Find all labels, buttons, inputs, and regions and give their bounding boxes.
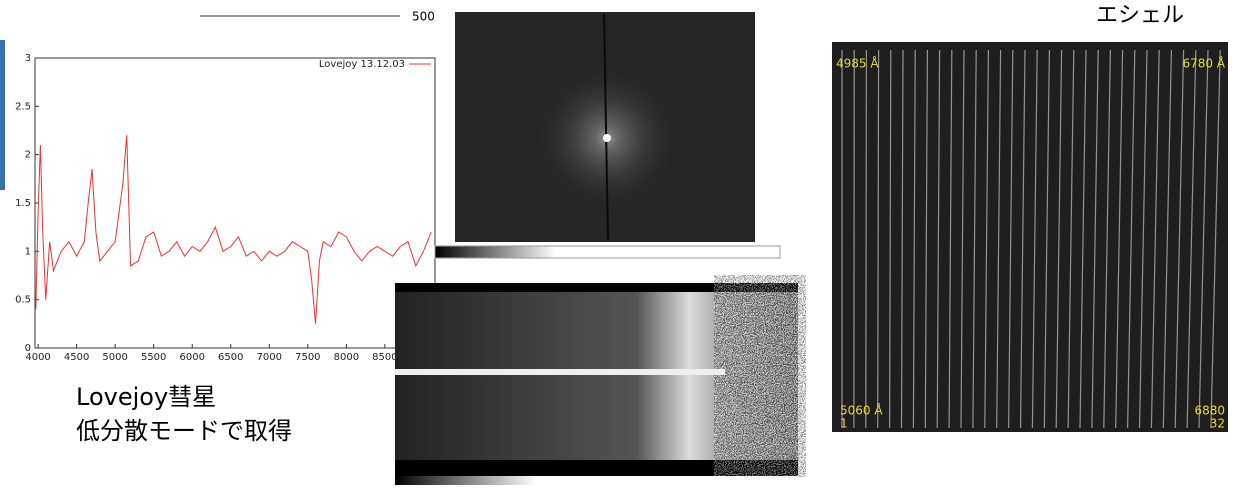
y-tick-label: 2 — [25, 150, 31, 161]
caption: 低分散モードで取得 — [76, 417, 292, 445]
x-tick-label: 5000 — [102, 352, 127, 363]
nucleus — [603, 134, 611, 142]
plot-frame — [35, 58, 435, 348]
corner-label: 4985 Å — [836, 56, 879, 71]
corner-label: 5060 Å — [840, 403, 883, 418]
accent-bar — [0, 40, 5, 190]
y-tick-label: 0.5 — [15, 295, 31, 306]
x-tick-label: 6500 — [218, 352, 243, 363]
echelle-image — [832, 42, 1228, 432]
y-tick-label: 1 — [25, 246, 31, 257]
spectrum-image — [395, 283, 798, 485]
corner-label: 6780 Å — [1182, 56, 1225, 71]
colorbar — [435, 246, 780, 258]
corner-label: 32 — [1210, 417, 1225, 431]
noise — [722, 292, 798, 460]
corner-label: 1 — [840, 417, 848, 431]
caption: Lovejoy彗星 — [76, 383, 216, 411]
y-tick-label: 1.5 — [15, 198, 31, 209]
echelle-title: エシェル — [1096, 3, 1184, 28]
x-tick-label: 8500 — [372, 352, 397, 363]
comet-image — [435, 12, 780, 258]
legend-label: Lovejoy 13.12.03 — [319, 59, 405, 70]
x-tick-label: 4000 — [25, 352, 50, 363]
x-tick-label: 4500 — [64, 352, 89, 363]
x-tick-label: 6000 — [179, 352, 204, 363]
image-bg — [832, 42, 1228, 432]
order-line — [866, 50, 867, 428]
x-tick-label: 7500 — [295, 352, 320, 363]
corner-label: 6880 — [1194, 404, 1225, 418]
colorbar — [395, 476, 798, 485]
y-tick-label: 2.5 — [15, 101, 31, 112]
x-tick-label: 8000 — [334, 352, 359, 363]
trace — [395, 369, 725, 375]
scale-bar-label: 500 — [412, 10, 435, 24]
slide: 500 00.511.522.5340004500500055006000650… — [0, 0, 1233, 485]
x-tick-label: 5500 — [141, 352, 166, 363]
x-tick-label: 7000 — [257, 352, 282, 363]
y-tick-label: 3 — [25, 53, 31, 64]
